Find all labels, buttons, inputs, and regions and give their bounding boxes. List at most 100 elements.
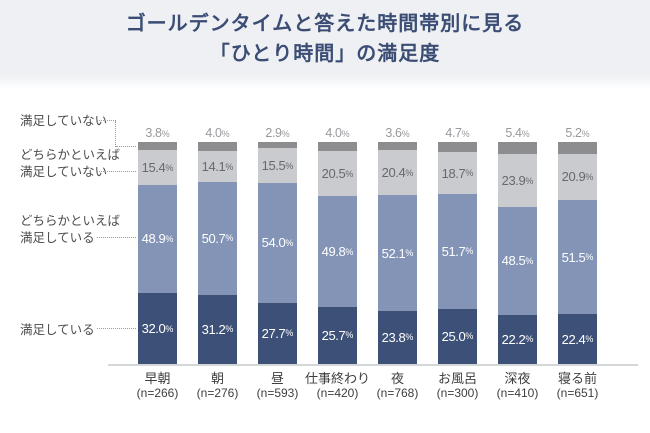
value-number: 52.1 (381, 245, 406, 261)
legend-label: 満足している (20, 323, 95, 337)
sample-size: (n=651) (556, 386, 599, 400)
stacked-bar: 15.5% 54.0% 27.7% (258, 142, 297, 364)
leader-line (115, 121, 116, 147)
category-name: 深夜 (504, 371, 531, 386)
stacked-bar: 15.4% 48.9% 32.0% (138, 142, 177, 364)
value-number: 5.2 (565, 126, 582, 140)
value-number: 3.8 (145, 126, 162, 140)
segment-somewhat_not_satisfied: 20.9% (558, 153, 597, 200)
x-axis-label: 朝 (n=276) (197, 371, 239, 401)
segment-not_satisfied (138, 142, 177, 151)
percent-sign: % (285, 328, 294, 339)
value-number: 4.0 (205, 126, 222, 140)
x-axis-label: 深夜 (n=410) (497, 371, 539, 401)
stacked-bar: 23.9% 48.5% 22.2% (498, 142, 537, 364)
value-number: 31.2 (201, 321, 226, 337)
percent-sign: % (465, 331, 474, 342)
percent-sign: % (461, 129, 470, 139)
sample-size: (n=300) (436, 386, 479, 400)
leader-line (97, 328, 136, 329)
bar-column-8: 5.2% 20.9% 51.5% 22.4% 寝る前 (n=651) (557, 126, 599, 401)
percent-sign: % (225, 324, 234, 335)
chart-title: ゴールデンタイムと答えた時間帯別に見る 「ひとり時間」の満足度 (0, 9, 650, 69)
legend-item-somewhat-satisfied: どちらかといえば 満足している (20, 213, 120, 247)
x-axis-label: 寝る前 (n=651) (557, 371, 599, 401)
value-label-not-satisfied: 4.7% (438, 126, 477, 142)
value-label-not-satisfied: 4.0% (318, 126, 357, 142)
segment-satisfied: 25.7% (318, 306, 357, 364)
value-number: 48.5 (501, 253, 526, 269)
bar-column-6: 4.7% 18.7% 51.7% 25.0% お風呂 (n=300) (437, 126, 479, 401)
segment-somewhat_not_satisfied: 20.5% (318, 150, 357, 197)
segment-not_satisfied (258, 142, 297, 149)
percent-sign: % (165, 162, 174, 173)
legend-label: どちらかといえば (20, 148, 121, 162)
category-name: 夜 (390, 371, 405, 386)
percent-sign: % (521, 129, 530, 139)
value-number: 22.2 (501, 331, 526, 347)
percent-sign: % (405, 332, 414, 343)
value-number: 32.0 (141, 321, 166, 337)
value-label-not-satisfied: 5.4% (498, 126, 537, 142)
percent-sign: % (585, 334, 594, 345)
legend-item-somewhat-not-satisfied: どちらかといえば 満足していない (20, 147, 120, 181)
value-number: 18.7 (441, 165, 466, 181)
value-number: 15.5 (261, 158, 286, 174)
leader-line (97, 237, 136, 238)
legend-label: 満足している (20, 231, 95, 245)
percent-sign: % (585, 252, 594, 263)
segment-somewhat_satisfied: 51.7% (438, 193, 477, 309)
stacked-bar: 18.7% 51.7% 25.0% (438, 142, 477, 364)
percent-sign: % (585, 171, 594, 182)
value-number: 2.9 (265, 126, 282, 140)
segment-satisfied: 23.8% (378, 310, 417, 364)
segment-satisfied: 27.7% (258, 302, 297, 364)
segment-somewhat_satisfied: 50.7% (198, 182, 237, 295)
percent-sign: % (581, 129, 590, 139)
title-band: ゴールデンタイムと答えた時間帯別に見る 「ひとり時間」の満足度 (0, 0, 650, 90)
legend-item-satisfied: 満足している (20, 322, 95, 339)
value-number: 14.1 (201, 159, 226, 175)
percent-sign: % (401, 129, 410, 139)
percent-sign: % (341, 129, 350, 139)
value-number: 25.0 (441, 328, 466, 344)
percent-sign: % (465, 168, 474, 179)
segment-somewhat_satisfied: 49.8% (318, 196, 357, 307)
percent-sign: % (405, 248, 414, 259)
chart-title-line2: 「ひとり時間」の満足度 (209, 43, 441, 65)
percent-sign: % (345, 330, 354, 341)
segment-somewhat_not_satisfied: 20.4% (378, 149, 417, 196)
value-number: 22.4 (561, 331, 586, 347)
sample-size: (n=276) (196, 386, 239, 400)
value-number: 23.8 (381, 329, 406, 345)
category-name: 朝 (210, 371, 225, 386)
value-number: 20.9 (561, 169, 586, 185)
segment-not_satisfied (378, 142, 417, 150)
x-axis-line (108, 364, 638, 366)
percent-sign: % (281, 129, 290, 139)
sample-size: (n=410) (496, 386, 539, 400)
percent-sign: % (345, 168, 354, 179)
value-label-not-satisfied: 4.0% (198, 126, 237, 142)
stacked-bar: 20.9% 51.5% 22.4% (558, 142, 597, 364)
x-axis-label: お風呂 (n=300) (437, 371, 479, 401)
segment-not_satisfied (318, 142, 357, 151)
value-number: 4.7 (445, 126, 462, 140)
percent-sign: % (225, 161, 234, 172)
legend-label: 満足していない (20, 114, 108, 128)
segment-somewhat_not_satisfied: 18.7% (438, 152, 477, 194)
value-number: 51.7 (441, 243, 466, 259)
leader-line (97, 171, 136, 172)
x-axis-label: 仕事終わり (n=420) (305, 371, 370, 401)
value-label-not-satisfied: 5.2% (558, 126, 597, 142)
legend-label: 満足していない (20, 165, 108, 179)
segment-satisfied: 31.2% (198, 294, 237, 364)
value-number: 25.7 (321, 327, 346, 343)
legend-item-not-satisfied: 満足していない (20, 113, 107, 130)
leader-line (97, 120, 116, 121)
value-label-not-satisfied: 3.6% (378, 126, 417, 142)
value-number: 23.9 (501, 173, 526, 188)
bar-group: 3.8% 15.4% 48.9% 32.0% 早朝 (n=266) 4.0% 14.1% 50.… (137, 126, 599, 401)
value-number: 50.7 (201, 230, 226, 246)
segment-satisfied: 22.4% (558, 314, 597, 364)
